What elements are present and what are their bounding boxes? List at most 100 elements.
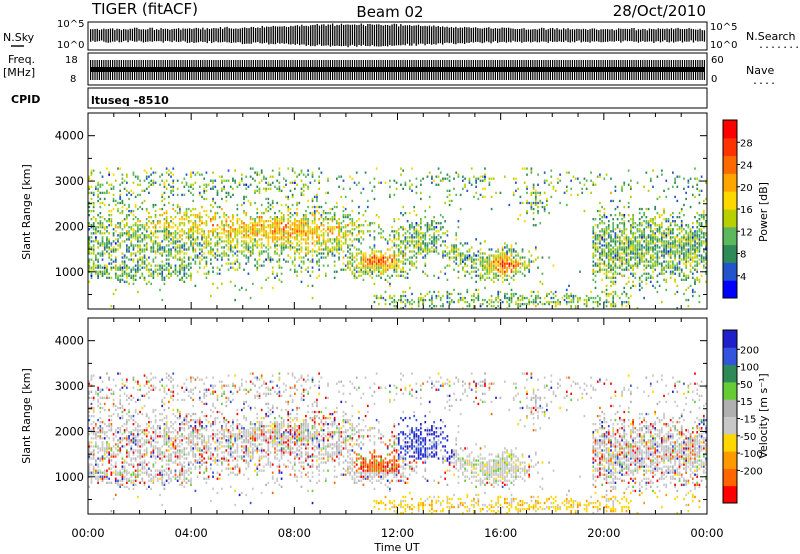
power-cell	[371, 276, 374, 279]
power-cell	[123, 270, 126, 273]
power-cell	[338, 238, 340, 241]
power-cell	[426, 252, 429, 255]
power-cell	[512, 260, 515, 263]
noise-bar	[336, 24, 338, 46]
power-cell	[185, 181, 188, 184]
power-cell	[333, 270, 336, 273]
power-cell	[594, 248, 597, 251]
power-cell	[161, 246, 164, 249]
power-cell	[411, 222, 413, 225]
power-cell	[539, 199, 542, 203]
power-cell	[596, 234, 599, 237]
power-cell	[152, 270, 155, 273]
power-cell	[634, 284, 637, 288]
power-cell	[143, 276, 146, 279]
power-cell	[576, 177, 579, 180]
power-cell	[327, 191, 329, 195]
power-cell	[568, 294, 570, 298]
power-cell	[179, 205, 181, 209]
power-cell	[287, 195, 290, 199]
power-cell	[145, 244, 148, 247]
power-cell	[504, 256, 506, 259]
power-cell	[603, 222, 606, 225]
power-cell	[630, 252, 632, 255]
power-cell	[614, 264, 617, 267]
power-cell	[161, 179, 164, 182]
power-cell	[364, 260, 367, 263]
power-cell	[353, 228, 356, 231]
power-cell	[649, 254, 652, 257]
power-cell	[287, 246, 290, 249]
power-cell	[554, 189, 557, 193]
power-cell	[276, 187, 279, 190]
power-cell	[309, 226, 312, 229]
power-cell	[627, 236, 630, 239]
power-cell	[265, 187, 267, 190]
power-cell	[232, 177, 234, 180]
power-cell	[521, 250, 524, 253]
power-cell	[526, 266, 528, 269]
power-cell	[630, 264, 632, 267]
power-cell	[90, 268, 93, 271]
power-cell	[148, 211, 150, 215]
power-cell	[234, 232, 237, 235]
power-cell	[234, 284, 237, 288]
power-cell	[481, 302, 484, 306]
noise-bar	[186, 28, 189, 43]
power-cell	[243, 222, 245, 225]
power-cell	[336, 270, 338, 273]
power-cell	[576, 193, 579, 197]
power-cell	[318, 242, 321, 245]
power-cell	[433, 228, 435, 231]
noise-bar	[169, 29, 171, 42]
power-cell	[247, 185, 250, 188]
power-cell	[298, 240, 301, 243]
power-cell	[212, 228, 214, 231]
power-cell	[342, 256, 345, 259]
power-cell	[170, 274, 172, 277]
power-cell	[468, 250, 471, 253]
power-cell	[307, 230, 309, 233]
power-cell	[342, 187, 345, 190]
power-cell	[287, 254, 290, 257]
power-cell	[267, 205, 270, 209]
power-cell	[132, 258, 135, 261]
power-cell	[121, 173, 124, 176]
power-cell	[605, 232, 608, 235]
power-cell	[119, 189, 122, 193]
power-cell	[128, 232, 130, 235]
noise-bar	[626, 28, 629, 42]
power-cell	[490, 298, 493, 302]
noise-bar	[378, 24, 380, 47]
power-cell	[607, 234, 610, 237]
power-cell	[269, 230, 272, 233]
power-cell	[114, 224, 117, 227]
power-cell	[446, 296, 449, 300]
power-cell	[156, 264, 159, 267]
power-cell	[165, 167, 168, 170]
power-cell	[336, 226, 338, 229]
noise-bar	[655, 29, 657, 42]
power-cell	[165, 274, 168, 277]
power-cell	[263, 244, 265, 247]
power-cell	[229, 220, 232, 223]
power-cell	[192, 234, 195, 237]
power-cell	[621, 256, 623, 259]
power-cell	[636, 264, 639, 267]
power-cell	[205, 189, 208, 193]
power-cell	[214, 252, 217, 255]
power-cell	[605, 215, 608, 219]
power-cell	[232, 215, 234, 219]
power-cell	[528, 298, 531, 302]
power-cell	[570, 187, 573, 190]
power-cell	[185, 218, 188, 221]
power-cell	[475, 296, 477, 300]
power-cell	[207, 272, 210, 275]
power-cell	[249, 218, 252, 221]
power-cell	[298, 232, 301, 235]
power-cell	[238, 183, 241, 186]
power-cell	[347, 260, 349, 263]
power-cell	[415, 256, 418, 259]
power-cell	[245, 187, 248, 190]
power-cell	[504, 266, 506, 269]
